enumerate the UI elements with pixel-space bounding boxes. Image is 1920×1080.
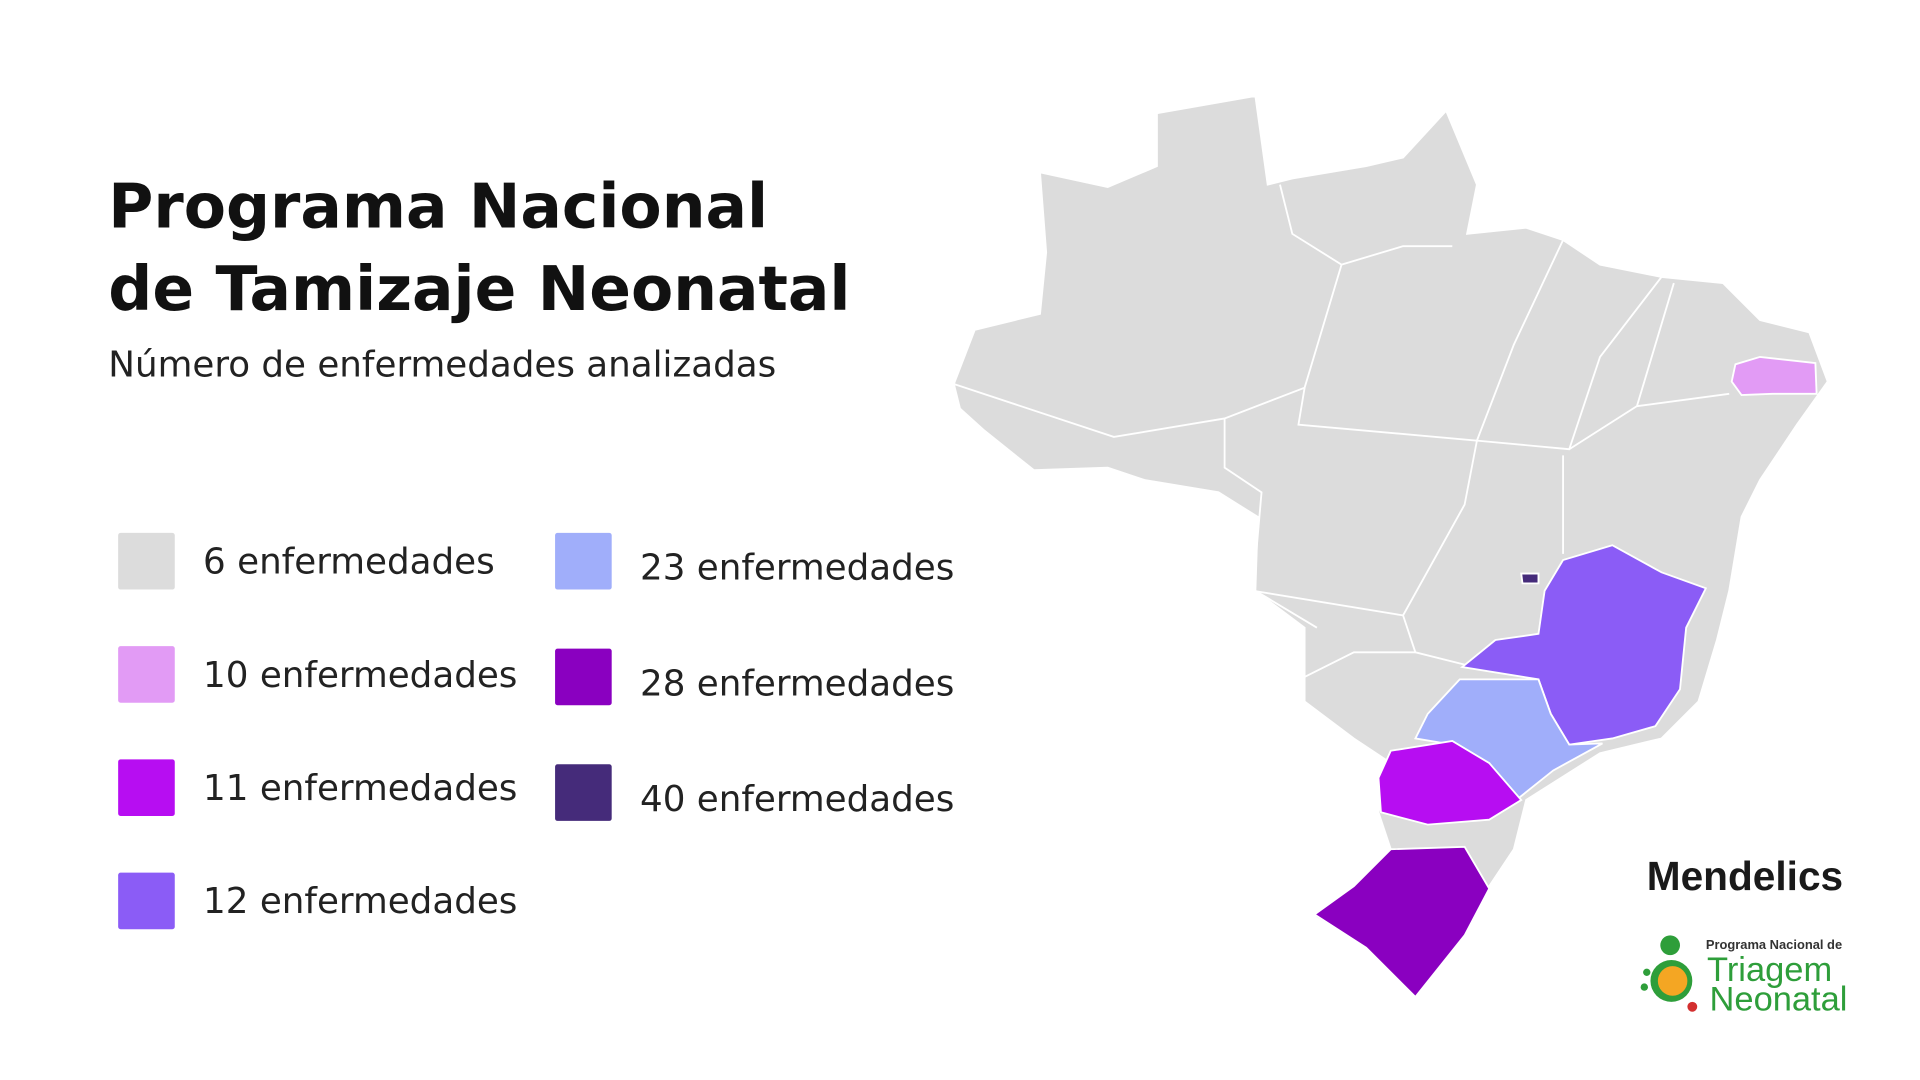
legend-label: 12 enfermedades (203, 881, 517, 922)
program-logo: Programa Nacional de Triagem Neonatal (1640, 935, 1848, 1018)
legend-label: 40 enfermedades (640, 779, 954, 820)
legend-label: 10 enfermedades (203, 655, 517, 696)
legend-label: 28 enfermedades (640, 663, 954, 704)
title-line: de Tamizaje Neonatal (108, 253, 850, 325)
map (952, 94, 1829, 999)
legend: 6 enfermedades 10 enfermedades 11 enfermed… (118, 532, 954, 930)
legend-label: 11 enfermedades (203, 768, 517, 809)
state-border (1254, 184, 1453, 678)
state (1730, 355, 1818, 397)
country (952, 94, 1829, 999)
legend-swatch (118, 872, 175, 930)
logo-text: Triagem (1707, 951, 1832, 989)
logo-text: Neonatal (1710, 980, 1848, 1018)
legend-label: 6 enfermedades (203, 542, 495, 583)
state-border (1402, 282, 1730, 666)
legend-swatch (555, 648, 612, 706)
legend-swatch (118, 532, 175, 590)
legend-swatch (118, 759, 175, 816)
title-line: Programa Nacional (108, 171, 768, 243)
logo-dot (1640, 983, 1648, 991)
logo-dot (1643, 968, 1651, 976)
legend-swatch (555, 764, 612, 821)
logo-text: Programa Nacional de (1706, 937, 1842, 952)
state (1520, 572, 1540, 585)
state-border (1476, 276, 1663, 451)
legend-swatch (118, 646, 175, 703)
state-border (1223, 418, 1478, 617)
logo-sun (1657, 966, 1688, 996)
brand-logo: Mendelics (1647, 853, 1843, 899)
logo-dot (1660, 935, 1680, 956)
state (1312, 845, 1491, 999)
logo-dot (1687, 1001, 1698, 1012)
subtitle: Número de enfermedades analizadas (108, 345, 776, 386)
legend-swatch (555, 532, 612, 590)
legend-label: 23 enfermedades (640, 548, 954, 589)
state (1377, 739, 1523, 826)
